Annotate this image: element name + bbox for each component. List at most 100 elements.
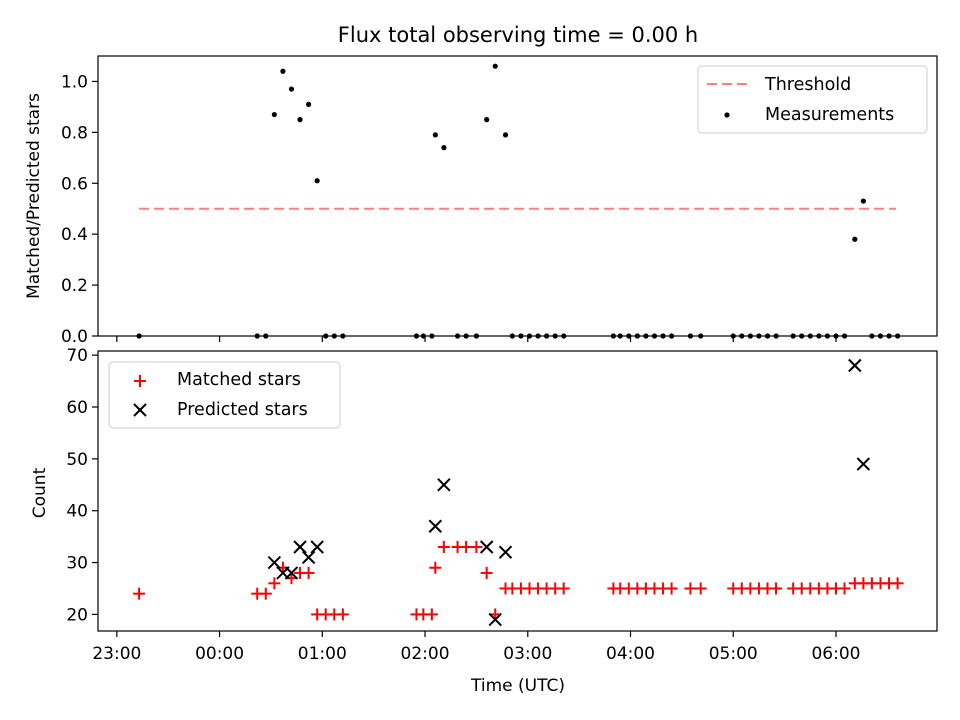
predicted-star-stroke-b — [498, 545, 513, 559]
legend-threshold-label: Threshold — [764, 75, 851, 95]
measurement-point — [643, 333, 649, 339]
predicted-star-point — [301, 550, 316, 565]
top-plot-frame — [97, 55, 938, 337]
matched-star-point — [694, 582, 707, 595]
measurement-point — [340, 333, 346, 339]
predicted-star-stroke-b — [284, 566, 299, 580]
measurement-point — [626, 333, 632, 339]
matched-star-point — [480, 566, 493, 579]
measurement-point — [535, 333, 541, 339]
bottom-x-tick-label: 06:00 — [811, 644, 860, 664]
top-y-tick-label: 0.6 — [61, 174, 88, 194]
matched-star-point — [557, 582, 570, 595]
measurement-point — [271, 111, 277, 118]
measurement-point — [432, 132, 438, 138]
measurement-point — [895, 333, 901, 339]
predicted-star-point — [479, 540, 494, 554]
top-y-tick-label: 0.0 — [61, 327, 88, 347]
chart-title: Flux total observing time = 0.00 h — [338, 23, 698, 47]
top-panel: 0.0 0.2 0.4 0.6 0.8 1.0 Matched/Predicted sta… — [24, 55, 938, 347]
predicted-star-stroke-b — [293, 540, 307, 554]
predicted-star-stroke-b — [301, 550, 316, 565]
predicted-star-point — [437, 478, 451, 492]
matched-star-point — [259, 587, 272, 600]
predicted-star-stroke-b — [267, 555, 282, 570]
measurement-point — [660, 333, 666, 339]
bottom-x-tick-label: 03:00 — [503, 644, 552, 664]
matched-star-point — [891, 577, 904, 590]
predicted-star-point — [267, 555, 282, 570]
measurement-point — [429, 333, 435, 339]
matched-star-point — [268, 577, 281, 590]
bottom-panel: 20 30 40 50 60 70 23:00 00:00 01:00 02:00 03:00 04… — [30, 346, 938, 696]
measurement-point — [306, 101, 312, 107]
measurement-point — [824, 333, 831, 339]
measurement-point — [799, 333, 805, 339]
matched-star-point — [437, 541, 450, 553]
matched-star-point — [133, 587, 146, 600]
measurement-point — [730, 333, 736, 339]
measurement-point — [509, 333, 515, 339]
measurement-point — [280, 68, 286, 74]
measurement-point — [544, 333, 550, 339]
measurement-point — [687, 333, 694, 339]
predicted-star-stroke-b — [848, 358, 862, 373]
top-y-tick-label: 0.2 — [61, 276, 88, 296]
bottom-y-tick-label: 20 — [66, 605, 88, 625]
predicted-star-point — [498, 545, 513, 559]
measurement-point — [610, 333, 616, 339]
measurement-point — [331, 333, 337, 339]
matched-star-point — [336, 608, 349, 621]
legend-matched-label: Matched stars — [177, 370, 301, 390]
bottom-x-tick-label: 04:00 — [606, 644, 655, 664]
measurement-point — [463, 333, 469, 339]
measurement-point — [552, 333, 558, 339]
measurement-point — [698, 333, 704, 339]
predicted-star-point — [856, 457, 871, 471]
measurement-point — [869, 333, 875, 339]
measurement-point — [502, 132, 509, 138]
top-y-tick-label: 0.4 — [61, 225, 88, 245]
top-legend: Threshold Measurements — [697, 65, 928, 134]
measurement-points — [136, 63, 901, 339]
predicted-stars-points — [267, 358, 871, 627]
matched-star-point — [684, 582, 697, 595]
top-legend-box — [697, 65, 928, 134]
measurement-point — [263, 333, 269, 339]
predicted-star-point — [310, 540, 324, 554]
measurement-point — [297, 117, 303, 123]
measurement-point — [518, 333, 524, 339]
measurement-point — [669, 333, 675, 339]
matched-star-point — [470, 541, 483, 553]
bottom-legend: Matched stars Predicted stars — [108, 361, 341, 429]
measurement-point — [807, 333, 813, 339]
bottom-y-tick-label: 30 — [66, 554, 88, 574]
predicted-star-point — [284, 566, 299, 580]
measurement-point — [739, 333, 745, 339]
legend-predicted-label: Predicted stars — [177, 400, 308, 420]
measurement-point — [413, 333, 420, 339]
measurement-point — [441, 145, 447, 151]
top-y-tick-label: 0.8 — [61, 123, 88, 143]
legend-measurements-label: Measurements — [765, 105, 894, 125]
measurement-point — [773, 333, 779, 339]
bottom-x-ticks: 23:00 00:00 01:00 02:00 03:00 04:00 05:00 06:00 — [92, 631, 860, 664]
predicted-star-point — [293, 540, 307, 554]
measurement-point — [136, 333, 142, 339]
bottom-x-tick-label: 23:00 — [92, 644, 141, 664]
measurement-point — [651, 333, 658, 339]
bottom-x-axis-label: Time (UTC) — [470, 676, 565, 696]
measurement-point — [764, 333, 771, 339]
matched-star-point — [429, 561, 442, 574]
top-y-tick-label: 1.0 — [61, 72, 88, 92]
bottom-x-tick-label: 00:00 — [195, 644, 244, 664]
predicted-star-stroke-b — [310, 540, 324, 554]
measurement-point — [877, 333, 884, 339]
matched-star-point — [770, 582, 783, 595]
measurement-point — [816, 333, 822, 339]
bottom-y-tick-label: 50 — [66, 450, 88, 470]
predicted-star-point — [488, 612, 502, 627]
measurement-point — [756, 333, 762, 339]
measurement-point — [420, 333, 426, 339]
